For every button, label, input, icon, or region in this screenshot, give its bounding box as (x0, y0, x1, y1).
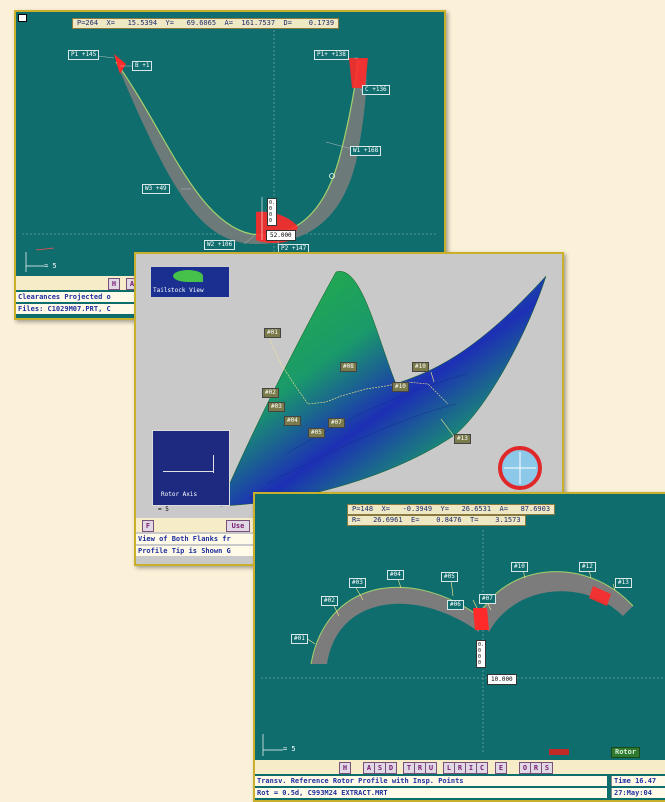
toolbar-button-h[interactable]: H (108, 278, 120, 290)
point-label-12: #12 (579, 562, 596, 572)
flanks-legend-icon (549, 749, 569, 755)
point-label-03: #03 (349, 578, 366, 588)
coordinate-readout-1: P=148 X= -0.3949 Y= 26.6531 A= 87.6903 (347, 504, 556, 515)
time-line-2: 27:May:04 (611, 788, 665, 798)
point-label-01: #01 (264, 328, 281, 338)
point-label-06: #06 (447, 600, 464, 610)
value-box: 52.000 (266, 230, 296, 241)
scale-label: = 5 (44, 262, 57, 270)
time-line-1: Time 16.47 (611, 776, 665, 786)
point-label-07: #07 (479, 594, 496, 604)
clearance-band (116, 60, 367, 244)
rotor-profile-svg[interactable] (255, 494, 665, 762)
point-label-13: #13 (454, 434, 471, 444)
point-label-10a: #10 (412, 362, 429, 372)
toolbar-button-h[interactable]: H (339, 762, 351, 774)
rotor-axis-inset: Rotor Axis (152, 430, 230, 506)
point-label-04: #04 (387, 570, 404, 580)
point-label-02: #02 (262, 388, 279, 398)
flank-surface-svg[interactable] (136, 254, 562, 516)
vertical-value-box: 0.000 (267, 198, 277, 226)
red-highlight-top (349, 58, 368, 88)
tailstock-logo: Tailstock View (150, 266, 230, 298)
profile-band-right (479, 571, 633, 632)
toolbar-button-d[interactable]: D (385, 762, 397, 774)
toolbar-button-c[interactable]: C (476, 762, 488, 774)
toolbar-button-u[interactable]: U (425, 762, 437, 774)
point-label-08: #08 (340, 362, 357, 372)
point-label-c: C +136 (362, 85, 390, 95)
toolbar-button-use[interactable]: Use (226, 520, 250, 532)
toolbar-button-s2[interactable]: S (541, 762, 553, 774)
logo-text: Tailstock View (153, 287, 204, 294)
leaf-logo-icon (173, 270, 203, 282)
point-label-07: #07 (328, 418, 345, 428)
point-label-01: #01 (291, 634, 308, 644)
point-label-02: #02 (321, 596, 338, 606)
status-line-2: Rot = 0.5d, C993M24 EXTRACT.MRT (255, 788, 607, 798)
point-label-05: #05 (441, 572, 458, 582)
point-label-p1: P1 +145 (68, 50, 100, 60)
point-label-w3: W3 +49 (142, 184, 170, 194)
point-label-13: #13 (615, 578, 632, 588)
point-label-p1plus: P1+ +138 (314, 50, 349, 60)
red-highlight-right (589, 586, 611, 606)
point-label-10: #10 (511, 562, 528, 572)
toolbar: H A S D T R U L R I C E O R S (255, 760, 665, 774)
toolbar-button-f[interactable]: F (142, 520, 154, 532)
window-rotor-profile: P=148 X= -0.3949 Y= 26.6531 A= 87.6903 R… (253, 492, 665, 802)
profile-band-left (311, 587, 479, 664)
marker-point (329, 173, 335, 179)
horizontal-value-box: 10.000 (487, 674, 517, 685)
vertical-value-box: 0.000 (476, 640, 486, 668)
point-label-w2: W2 +106 (204, 240, 236, 250)
status-line-1: Transv. Reference Rotor Profile with Ins… (255, 776, 607, 786)
red-highlight-center (473, 608, 489, 630)
axis-arrow-icon (163, 471, 213, 472)
point-label-05: #05 (308, 428, 325, 438)
point-label-w1: W1 +168 (350, 146, 382, 156)
point-label-03: #03 (268, 402, 285, 412)
inspection-path (265, 331, 449, 405)
point-label-10b: #10 (392, 382, 409, 392)
scale-label: = 5 (158, 506, 169, 513)
point-label-b: B +1 (132, 61, 153, 71)
legend-rotor[interactable]: Rotor (611, 747, 641, 758)
red-highlight-left (114, 54, 126, 74)
toolbar-button-e[interactable]: E (495, 762, 507, 774)
surface-mesh (219, 271, 547, 507)
inset-caption: Rotor Axis (161, 491, 198, 498)
coordinate-readout-2: R= 26.6961 E= 0.8476 T= 3.1573 (347, 515, 526, 526)
window-corner-icon[interactable] (18, 14, 27, 22)
point-label-04: #04 (284, 416, 301, 426)
scale-label: = 5 (283, 745, 296, 753)
coordinate-readout: P=264 X= 15.5394 Y= 69.6065 A= 161.7537 … (72, 18, 340, 29)
